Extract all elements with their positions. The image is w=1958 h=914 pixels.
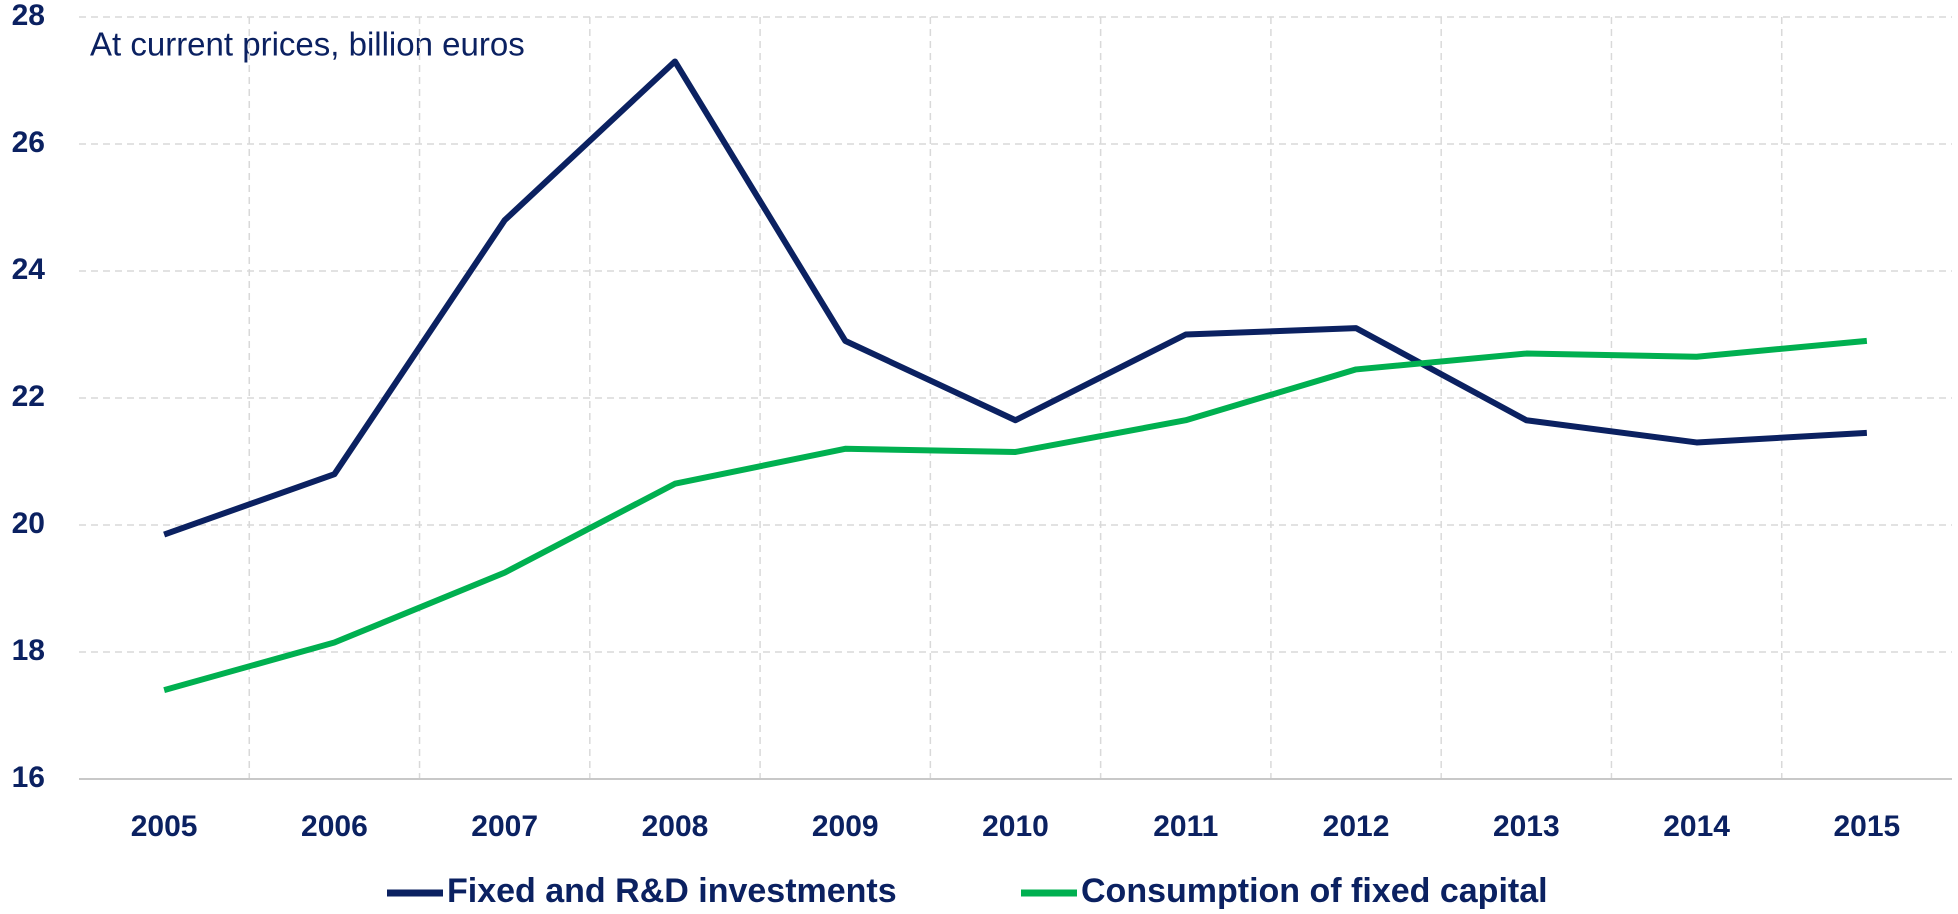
x-tick-label: 2006 xyxy=(301,810,368,843)
y-tick-label: 26 xyxy=(12,126,45,159)
y-tick-label: 16 xyxy=(12,761,45,794)
y-tick-label: 18 xyxy=(12,634,45,667)
x-tick-label: 2007 xyxy=(471,810,538,843)
y-tick-label: 28 xyxy=(12,0,45,32)
x-tick-label: 2010 xyxy=(982,810,1049,843)
x-tick-label: 2015 xyxy=(1833,810,1900,843)
y-tick-label: 24 xyxy=(12,253,46,286)
x-tick-label: 2012 xyxy=(1323,810,1390,843)
series-line xyxy=(163,58,1868,538)
annotation: At current prices, billion euros xyxy=(90,26,525,63)
x-tick-label: 2005 xyxy=(131,810,198,843)
legend-label: Consumption of fixed capital xyxy=(1081,872,1548,910)
x-tick-label: 2008 xyxy=(642,810,709,843)
x-tick-label: 2013 xyxy=(1493,810,1560,843)
x-tick-label: 2011 xyxy=(1153,810,1218,843)
y-tick-label: 20 xyxy=(12,507,45,540)
y-tick-label: 22 xyxy=(12,380,45,413)
legend-label: Fixed and R&D investments xyxy=(447,872,897,910)
x-tick-label: 2014 xyxy=(1663,810,1730,843)
x-tick-label: 2009 xyxy=(812,810,879,843)
series-line xyxy=(163,337,1868,693)
